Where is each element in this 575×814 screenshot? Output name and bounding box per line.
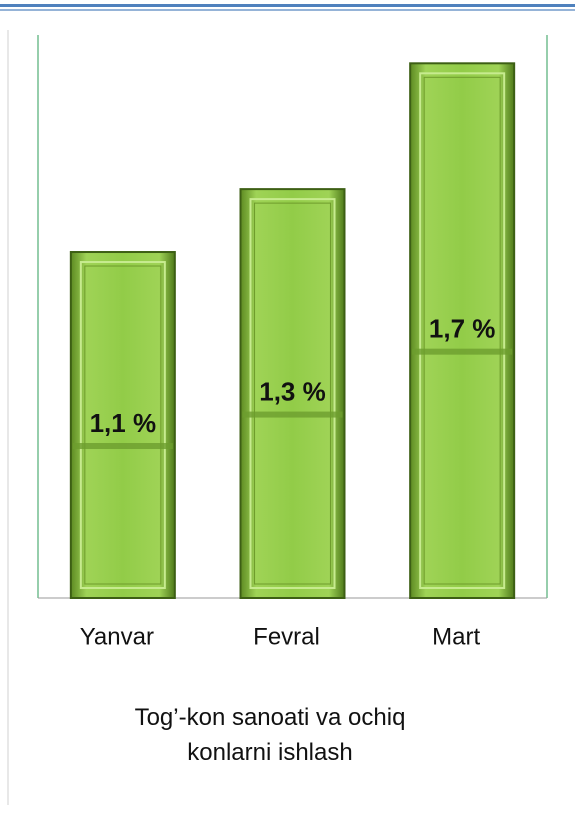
bar [239, 188, 346, 600]
bar-bevel [249, 198, 336, 590]
header-rule [0, 4, 575, 7]
bar-bevel [84, 265, 162, 585]
label-band [72, 443, 173, 450]
value-label: 1,1 % [90, 408, 157, 438]
value-label: 1,7 % [429, 314, 496, 344]
value-label: 1,3 % [259, 376, 326, 406]
bar-bevel [423, 76, 501, 585]
x-tick-label: Fevral [253, 623, 320, 650]
header-rule [0, 9, 575, 11]
chart-title: Tog’-kon sanoati va ochiq konlarni ishla… [134, 704, 406, 766]
bar-bevel [79, 261, 166, 589]
bar-bevel [419, 72, 506, 590]
x-tick-label: Mart [432, 623, 480, 650]
label-band [412, 348, 513, 355]
bar-bevel [254, 202, 331, 585]
x-tick-label: Yanvar [80, 623, 154, 650]
bar [69, 251, 176, 599]
bar [409, 62, 516, 600]
label-band [242, 411, 343, 418]
